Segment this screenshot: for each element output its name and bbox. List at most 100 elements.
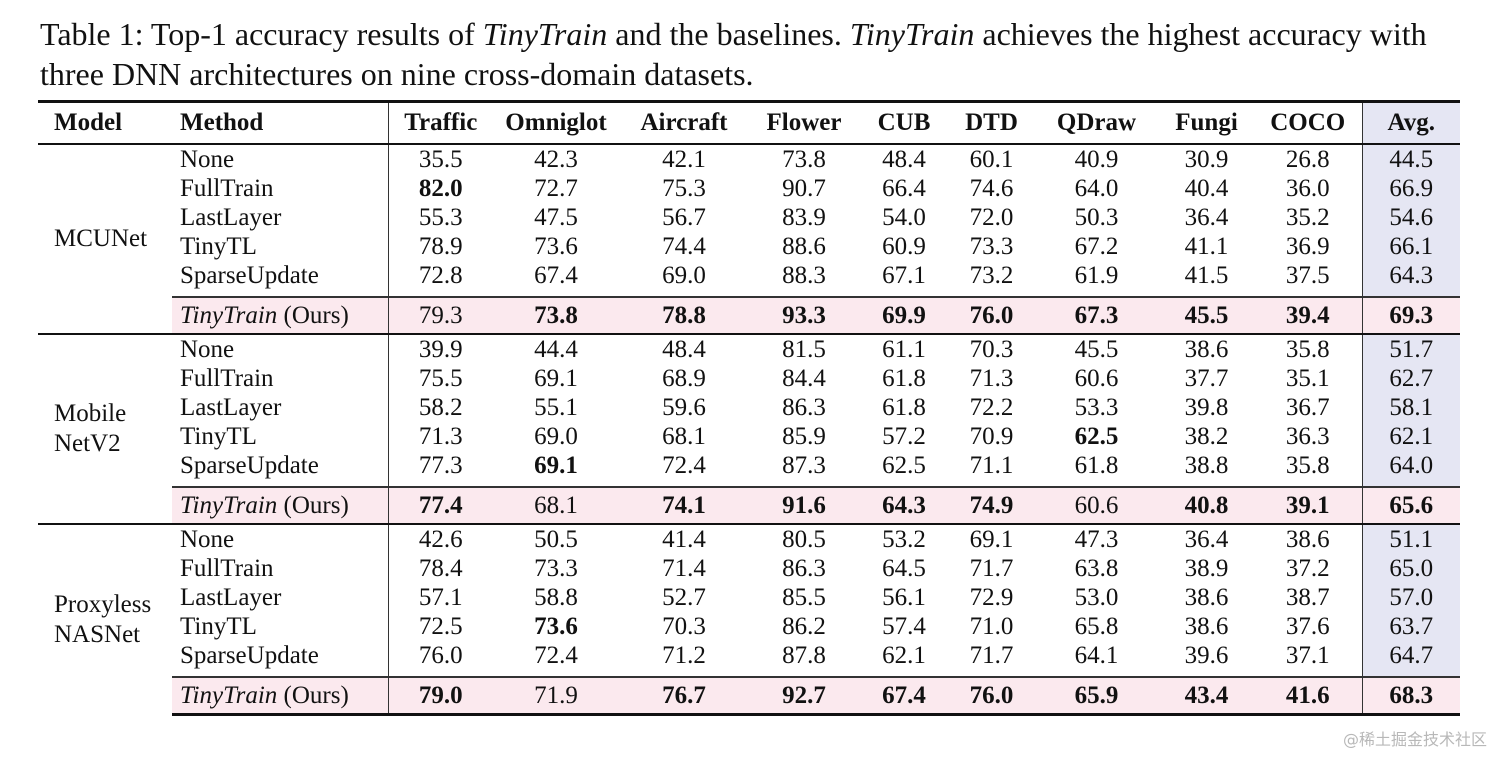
value-cell: 78.4 [418, 555, 463, 582]
value-cell: 71.0 [969, 613, 1014, 640]
value-cell: 36.9 [1285, 233, 1330, 260]
caption-mid: and the baselines. [607, 16, 850, 52]
value-cell: 45.5 [1159, 296, 1254, 334]
value-cell: 70.3 [662, 613, 706, 640]
model-name: MCUNet [38, 144, 172, 334]
value-cell: 74.4 [662, 233, 706, 260]
value-cell: 93.3 [749, 296, 859, 334]
avg-cell: 62.1 [1361, 422, 1460, 451]
value-cell: 42.6 [388, 523, 493, 554]
spacer-cell [1159, 480, 1254, 487]
avg-cell: 68.3 [1361, 676, 1460, 716]
value-cell: 71.4 [662, 555, 706, 582]
table-caption: Table 1: Top-1 accuracy results of TinyT… [40, 14, 1470, 94]
method-name-ours: TinyTrain (Ours) [172, 296, 389, 334]
value-cell: 67.2 [1074, 233, 1119, 260]
avg-cell: 69.3 [1361, 296, 1460, 334]
value-cell: 69.1 [534, 365, 578, 392]
value-cell: 76.0 [418, 642, 463, 669]
value-cell: 86.2 [782, 613, 826, 640]
value-cell: 69.1 [534, 452, 578, 479]
value-cell: 58.8 [534, 584, 578, 611]
method-name-ours-suffix: (Ours) [277, 492, 349, 519]
value-cell: 60.6 [1074, 365, 1119, 392]
ours-row: TinyTrain (Ours) 77.4 68.1 74.1 91.6 64.3 74.9… [38, 486, 1460, 524]
spacer-row [38, 290, 1460, 297]
value-cell: 90.7 [782, 175, 826, 202]
value-cell: 85.9 [782, 423, 826, 450]
spacer-cell [859, 480, 949, 487]
ours-row: TinyTrain (Ours) 79.3 73.8 78.8 93.3 69.9 76.0… [38, 296, 1460, 334]
value-cell: 78.9 [418, 233, 463, 260]
value-cell: 73.8 [493, 296, 619, 334]
value-cell: 71.2 [662, 642, 706, 669]
avg-cell: 51.7 [1361, 333, 1460, 364]
value-cell: 36.3 [1285, 423, 1330, 450]
table-row: SparseUpdate 76.0 72.4 71.2 87.8 62.1 71.7 64.1… [38, 641, 1460, 670]
value-cell: 41.1 [1184, 233, 1229, 260]
value-cell: 38.7 [1285, 584, 1330, 611]
value-cell: 75.5 [418, 365, 463, 392]
value-cell: 64.3 [859, 486, 949, 524]
method-name-ours: TinyTrain (Ours) [172, 676, 389, 716]
value-cell: 47.3 [1034, 523, 1159, 554]
header-coco: COCO [1254, 100, 1362, 145]
value-cell: 37.7 [1184, 365, 1229, 392]
value-cell: 61.9 [1074, 262, 1119, 289]
value-cell: 70.9 [969, 423, 1014, 450]
value-cell: 48.4 [882, 146, 926, 173]
method-name: TinyTL [172, 612, 389, 641]
value-cell: 68.1 [662, 423, 706, 450]
model-group: MCUNet None 35.5 42.3 42.1 73.8 48.4 60.1 40.9 30… [38, 144, 1460, 334]
spacer-row [38, 480, 1460, 487]
spacer-cell [619, 670, 749, 677]
model-name-line-1: Proxyless [54, 590, 152, 618]
value-cell: 65.8 [1074, 613, 1119, 640]
spacer-cell [1361, 480, 1460, 487]
table-row: LastLayer 55.3 47.5 56.7 83.9 54.0 72.0 50.3 36.… [38, 203, 1460, 232]
value-cell: 42.1 [662, 146, 706, 173]
value-cell: 35.1 [1285, 365, 1330, 392]
value-cell: 38.6 [1159, 333, 1254, 364]
value-cell: 67.1 [882, 262, 926, 289]
value-cell: 50.5 [493, 523, 619, 554]
value-cell: 62.5 [882, 452, 926, 479]
table-row: SparseUpdate 77.3 69.1 72.4 87.3 62.5 71.1 61.8… [38, 451, 1460, 480]
spacer-cell [1361, 670, 1460, 677]
spacer-cell [859, 290, 949, 297]
value-cell: 56.1 [882, 584, 926, 611]
header-traffic: Traffic [388, 100, 493, 145]
watermark: @稀土掘金技术社区 [1342, 730, 1487, 749]
value-cell: 63.8 [1074, 555, 1119, 582]
caption-name-2: TinyTrain [849, 16, 975, 52]
value-cell: 69.0 [662, 262, 706, 289]
method-name: TinyTL [172, 422, 389, 451]
value-cell: 61.8 [882, 394, 926, 421]
value-cell: 39.9 [388, 333, 493, 364]
spacer-cell [619, 290, 749, 297]
value-cell: 73.6 [534, 233, 578, 260]
table-row: Mobile NetV2 None 39.9 44.4 48.4 81.5 61.1 70.3 4… [38, 333, 1460, 524]
model-name-line-2: NASNet [54, 620, 141, 648]
value-cell: 38.2 [1184, 423, 1229, 450]
value-cell: 69.9 [859, 296, 949, 334]
table-row: Proxyless NASNet None 42.6 50.5 41.4 80.5 53.2 6… [38, 523, 1460, 715]
value-cell: 79.0 [388, 676, 493, 716]
table-row: TinyTL 72.5 73.6 70.3 86.2 57.4 71.0 65.8 38.6 37… [38, 612, 1460, 641]
value-cell: 60.9 [882, 233, 926, 260]
spacer-cell [493, 670, 619, 677]
table-row: LastLayer 58.2 55.1 59.6 86.3 61.8 72.2 53.3 39.… [38, 393, 1460, 422]
table-row: FullTrain 82.0 72.7 75.3 90.7 66.4 74.6 64.0 40.… [38, 174, 1460, 203]
value-cell: 35.8 [1254, 333, 1362, 364]
value-cell: 72.7 [534, 175, 578, 202]
value-cell: 40.4 [1184, 175, 1229, 202]
spacer-row [38, 670, 1460, 677]
value-cell: 40.9 [1074, 146, 1119, 173]
value-cell: 72.0 [969, 204, 1014, 231]
value-cell: 78.8 [619, 296, 749, 334]
spacer-cell [1159, 670, 1254, 677]
value-cell: 81.5 [749, 333, 859, 364]
value-cell: 38.6 [1184, 584, 1229, 611]
avg-cell: 57.0 [1361, 583, 1460, 612]
value-cell: 71.1 [969, 452, 1014, 479]
